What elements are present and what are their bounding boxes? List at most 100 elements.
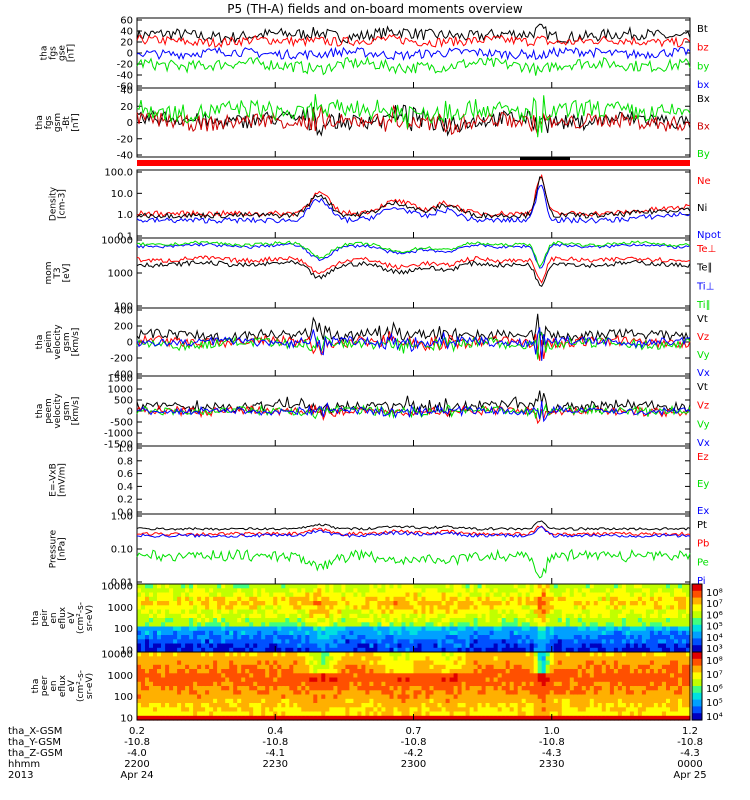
spectrogram-cell bbox=[377, 656, 382, 662]
spectrogram-cell bbox=[321, 703, 326, 708]
spectrogram-cell bbox=[517, 686, 523, 691]
spectrogram-cell bbox=[449, 630, 455, 636]
spectrogram-cell bbox=[325, 698, 330, 704]
spectrogram-cell bbox=[269, 630, 274, 636]
spectrogram-cell bbox=[457, 630, 463, 636]
spectrogram-cell bbox=[393, 669, 399, 674]
spectrogram-cell bbox=[425, 707, 431, 713]
spectrogram-cell bbox=[229, 652, 234, 657]
spectrogram-cell bbox=[433, 639, 439, 645]
spectrogram-cell bbox=[605, 584, 611, 589]
spectrogram-cell bbox=[457, 707, 463, 713]
spectrogram-cell bbox=[465, 660, 471, 666]
spectrogram-cell bbox=[245, 592, 250, 598]
spectrogram-cell bbox=[337, 698, 342, 704]
spectrogram-cell bbox=[289, 690, 294, 696]
spectrogram-cell bbox=[333, 664, 338, 670]
spectrogram-cell bbox=[497, 626, 503, 632]
spectrogram-cell bbox=[297, 596, 302, 602]
spectrogram-cell bbox=[305, 584, 310, 589]
spectrogram-cell bbox=[481, 707, 487, 713]
spectrogram-cell bbox=[541, 643, 547, 649]
spectrogram-cell bbox=[433, 681, 439, 687]
spectrogram-cell bbox=[153, 690, 158, 696]
spectrogram-cell bbox=[305, 703, 310, 708]
spectrogram-cell bbox=[429, 715, 435, 721]
spectrogram-cell bbox=[678, 686, 683, 691]
spectrogram-cell bbox=[597, 686, 603, 691]
y-tick-label: 200 bbox=[114, 322, 133, 333]
spectrogram-cell bbox=[497, 707, 503, 713]
spectrogram-cell bbox=[269, 664, 274, 670]
spectrogram-cell bbox=[261, 652, 266, 657]
spectrogram-cell bbox=[209, 686, 214, 691]
spectrogram-cell bbox=[297, 686, 302, 691]
spectrogram-cell bbox=[329, 588, 334, 594]
spectrogram-cell bbox=[325, 715, 330, 721]
spectrogram-cell bbox=[229, 715, 234, 721]
spectrogram-cell bbox=[533, 613, 539, 619]
spectrogram-cell bbox=[261, 703, 266, 708]
spectrogram-cell bbox=[557, 618, 563, 623]
spectrogram-cell bbox=[609, 652, 615, 657]
spectrogram-cell bbox=[353, 613, 358, 619]
spectrogram-cell bbox=[177, 686, 182, 691]
spectrogram-cell bbox=[461, 664, 467, 670]
spectrogram-cell bbox=[261, 669, 266, 674]
spectrogram-cell bbox=[193, 630, 198, 636]
spectrogram-cell bbox=[585, 669, 591, 674]
spectrogram-cell bbox=[613, 647, 619, 653]
spectrogram-cell bbox=[157, 698, 162, 704]
spectrogram-cell bbox=[477, 711, 483, 717]
spectrogram-cell bbox=[485, 592, 491, 598]
spectrogram-cell bbox=[449, 643, 455, 649]
spectrogram-cell bbox=[397, 694, 403, 700]
spectrogram-cell bbox=[641, 711, 647, 717]
spectrogram-cell bbox=[225, 681, 230, 687]
spectrogram-cell bbox=[605, 622, 611, 628]
spectrogram-cell bbox=[433, 584, 439, 589]
spectrogram-cell bbox=[137, 703, 142, 708]
spectrogram-cell bbox=[305, 618, 310, 623]
spectrogram-cell bbox=[197, 652, 202, 657]
spectrogram-cell bbox=[401, 703, 407, 708]
spectrogram-cell bbox=[397, 677, 403, 683]
spectrogram-cell bbox=[137, 664, 142, 670]
spectrogram-cell bbox=[553, 609, 559, 615]
spectrogram-cell bbox=[373, 630, 378, 636]
spectrogram-cell bbox=[545, 596, 551, 602]
spectrogram-cell bbox=[281, 584, 286, 589]
spectrogram-cell bbox=[321, 690, 326, 696]
spectrogram-cell bbox=[585, 673, 591, 679]
spectrogram-cell bbox=[621, 647, 627, 653]
spectrogram-cell bbox=[265, 647, 270, 653]
spectrogram-cell bbox=[433, 613, 439, 619]
y-tick-label: 40 bbox=[120, 27, 133, 38]
spectrogram-cell bbox=[209, 609, 214, 615]
spectrogram-cell bbox=[469, 643, 475, 649]
spectrogram-cell bbox=[297, 647, 302, 653]
spectrogram-cell bbox=[401, 664, 407, 670]
spectrogram-cell bbox=[609, 601, 615, 606]
spectrogram-cell bbox=[561, 596, 567, 602]
spectrogram-cell bbox=[169, 711, 174, 717]
spectrogram-cell bbox=[349, 707, 354, 713]
spectrogram-cell bbox=[469, 652, 475, 657]
spectrogram-cell bbox=[365, 622, 370, 628]
spectrogram-cell bbox=[149, 681, 154, 687]
spectrogram-cell bbox=[425, 592, 431, 598]
spectrogram-cell bbox=[269, 677, 274, 683]
spectrogram-cell bbox=[237, 698, 242, 704]
legend-entry: Te∥ bbox=[696, 263, 713, 274]
spectrogram-cell bbox=[674, 681, 679, 687]
spectrogram-cell bbox=[433, 630, 439, 636]
spectrogram-cell bbox=[385, 669, 390, 674]
spectrogram-cell bbox=[273, 588, 278, 594]
spectrogram-cell bbox=[593, 669, 599, 674]
spectrogram-cell bbox=[633, 588, 639, 594]
spectrogram-cell bbox=[513, 622, 519, 628]
spectrogram-cell bbox=[481, 656, 487, 662]
spectrogram-cell bbox=[217, 588, 222, 594]
spectrogram-cell bbox=[377, 601, 382, 606]
spectrogram-cell bbox=[225, 626, 230, 632]
